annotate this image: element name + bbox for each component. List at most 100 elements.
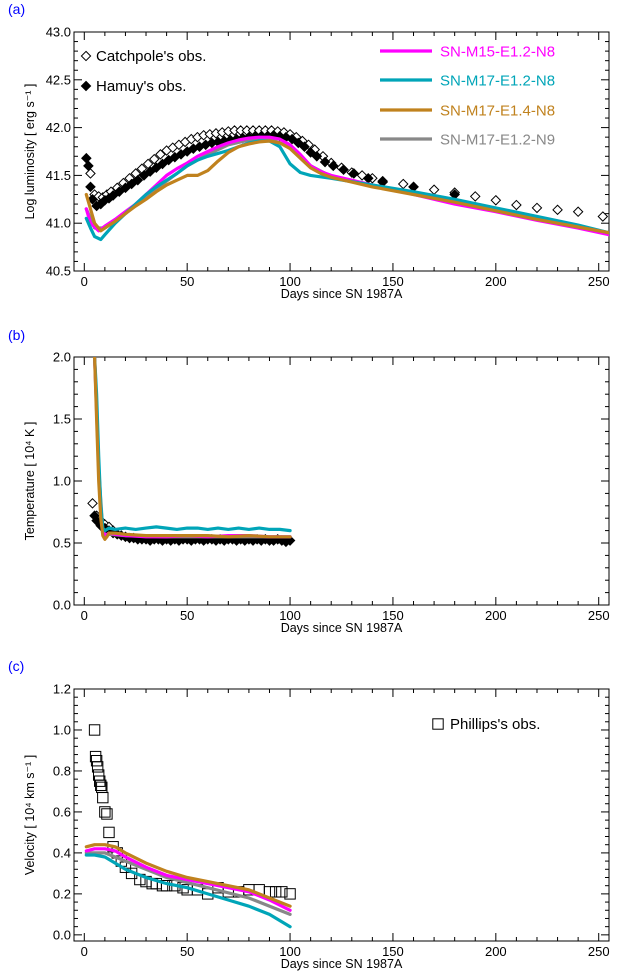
x-tick-label: 200 bbox=[485, 944, 507, 959]
x-tick-label: 0 bbox=[81, 608, 88, 623]
x-tick-label: 200 bbox=[485, 274, 507, 289]
series-line-sn-m17-e1.2-n9 bbox=[93, 357, 292, 539]
series-phillips-s-obs- bbox=[88, 724, 296, 900]
plot-frame bbox=[73, 31, 610, 272]
data-point bbox=[88, 724, 101, 736]
data-point bbox=[284, 888, 296, 900]
x-tick-label: 100 bbox=[279, 944, 301, 959]
data-point bbox=[338, 164, 349, 175]
data-point bbox=[531, 202, 543, 214]
series-line-sn-m17-e1.2-n8 bbox=[93, 357, 292, 533]
data-point bbox=[597, 211, 609, 222]
data-point bbox=[126, 178, 137, 190]
data-point bbox=[113, 186, 125, 197]
data-point bbox=[90, 755, 103, 767]
data-point bbox=[269, 886, 282, 898]
y-tick-label: 0.0 bbox=[53, 598, 71, 613]
data-point bbox=[92, 769, 105, 781]
data-point bbox=[511, 199, 522, 211]
data-point bbox=[311, 150, 323, 162]
y-tick-label: 43.0 bbox=[46, 25, 71, 40]
x-tick-label: 150 bbox=[382, 944, 404, 959]
data-point bbox=[89, 750, 102, 763]
y-tick-label: 41.0 bbox=[46, 216, 71, 231]
data-point bbox=[319, 156, 331, 168]
y-tick-label: 0.8 bbox=[53, 763, 71, 778]
x-axis-label: Days since SN 1987A bbox=[281, 621, 403, 635]
data-point bbox=[155, 149, 166, 160]
data-point bbox=[157, 158, 168, 170]
data-point bbox=[99, 806, 111, 818]
series-line-sn-m17-e1.2-n9 bbox=[84, 851, 292, 916]
y-tick-label: 0.6 bbox=[53, 804, 71, 819]
legend-label-catchpole: Catchpole's obs. bbox=[96, 48, 206, 65]
data-point bbox=[81, 152, 92, 164]
y-tick-label: 0.4 bbox=[53, 845, 71, 860]
series-line-sn-m17-e1.4-n8 bbox=[93, 357, 292, 541]
series-line-sn-m17-e1.4-n8 bbox=[84, 139, 609, 235]
panel-a: (a) 0 50 100 150 200 250 Days since SN 1987A 40.… bbox=[8, 1, 610, 301]
x-tick-label: 100 bbox=[279, 274, 301, 289]
data-point bbox=[85, 181, 96, 193]
data-point bbox=[144, 166, 156, 177]
y-tick-label: 1.0 bbox=[53, 474, 71, 489]
panel-label: (c) bbox=[8, 658, 24, 674]
legend-label-phillips: Phillips's obs. bbox=[450, 716, 540, 733]
series-line-sn-m17-e1.2-n8 bbox=[84, 139, 609, 242]
data-point bbox=[299, 141, 310, 153]
y-tick-label: 1.0 bbox=[53, 722, 71, 737]
panel-label: (a) bbox=[8, 1, 25, 17]
y-tick-label: 42.0 bbox=[46, 120, 71, 135]
x-tick-label: 150 bbox=[382, 608, 404, 623]
y-axis-label: Velocity [ 10⁴ km s⁻¹ ] bbox=[23, 755, 37, 875]
legend-label-sn-m15-e1.2-n8: SN-M15-E1.2-N8 bbox=[440, 44, 555, 61]
data-point bbox=[490, 194, 502, 206]
data-point bbox=[83, 160, 94, 172]
x-tick-label: 0 bbox=[81, 274, 88, 289]
y-tick-label: 0.2 bbox=[53, 886, 71, 901]
y-tick-label: 42.5 bbox=[46, 72, 71, 87]
data-point bbox=[276, 886, 288, 898]
x-tick-label: 50 bbox=[180, 274, 194, 289]
data-point bbox=[132, 174, 144, 186]
plot-area bbox=[87, 357, 296, 548]
data-point bbox=[107, 190, 119, 201]
data-point bbox=[292, 137, 304, 149]
legend-label-hamuy: Hamuy's obs. bbox=[96, 78, 186, 95]
panel-b: (b) 0 50 100 150 200 250 Days since SN 1987A 0.0… bbox=[8, 327, 610, 635]
legend-label-sn-m17-e1.2-n9: SN-M17-E1.2-N9 bbox=[440, 132, 555, 149]
data-point bbox=[348, 168, 360, 179]
legend-marker-hamuy bbox=[80, 80, 92, 92]
data-point bbox=[286, 133, 298, 145]
data-point bbox=[151, 162, 162, 174]
plot-area bbox=[81, 125, 609, 242]
data-point bbox=[85, 168, 96, 179]
data-point bbox=[87, 193, 98, 205]
series-catchpole-s-obs- bbox=[85, 125, 609, 222]
legend-marker-phillips bbox=[432, 718, 444, 730]
x-tick-label: 250 bbox=[588, 274, 610, 289]
data-point bbox=[397, 178, 409, 190]
series-line-sn-m15-e1.2-n8 bbox=[93, 357, 292, 539]
data-point bbox=[94, 775, 106, 787]
legend-marker-catchpole bbox=[80, 50, 92, 62]
data-point bbox=[95, 779, 107, 791]
data-point bbox=[120, 182, 131, 194]
legend: Catchpole's obs. Hamuy's obs. SN-M15-E1.2-… bbox=[80, 44, 555, 149]
data-point bbox=[91, 761, 104, 773]
y-tick-label: 40.5 bbox=[46, 264, 71, 279]
data-point bbox=[103, 826, 115, 839]
x-tick-label: 200 bbox=[485, 608, 507, 623]
data-point bbox=[305, 147, 316, 158]
y-tick-label: 0.5 bbox=[53, 536, 71, 551]
plot-frame bbox=[73, 688, 610, 942]
y-tick-label: 1.5 bbox=[53, 412, 71, 427]
plot-area bbox=[84, 724, 296, 929]
x-tick-label: 0 bbox=[81, 944, 88, 959]
series-line-sn-m15-e1.2-n8 bbox=[84, 847, 292, 912]
data-point bbox=[327, 160, 339, 172]
data-point bbox=[284, 535, 296, 546]
x-tick-label: 250 bbox=[588, 944, 610, 959]
data-point bbox=[572, 206, 584, 218]
y-tick-label: 0.0 bbox=[53, 927, 71, 942]
